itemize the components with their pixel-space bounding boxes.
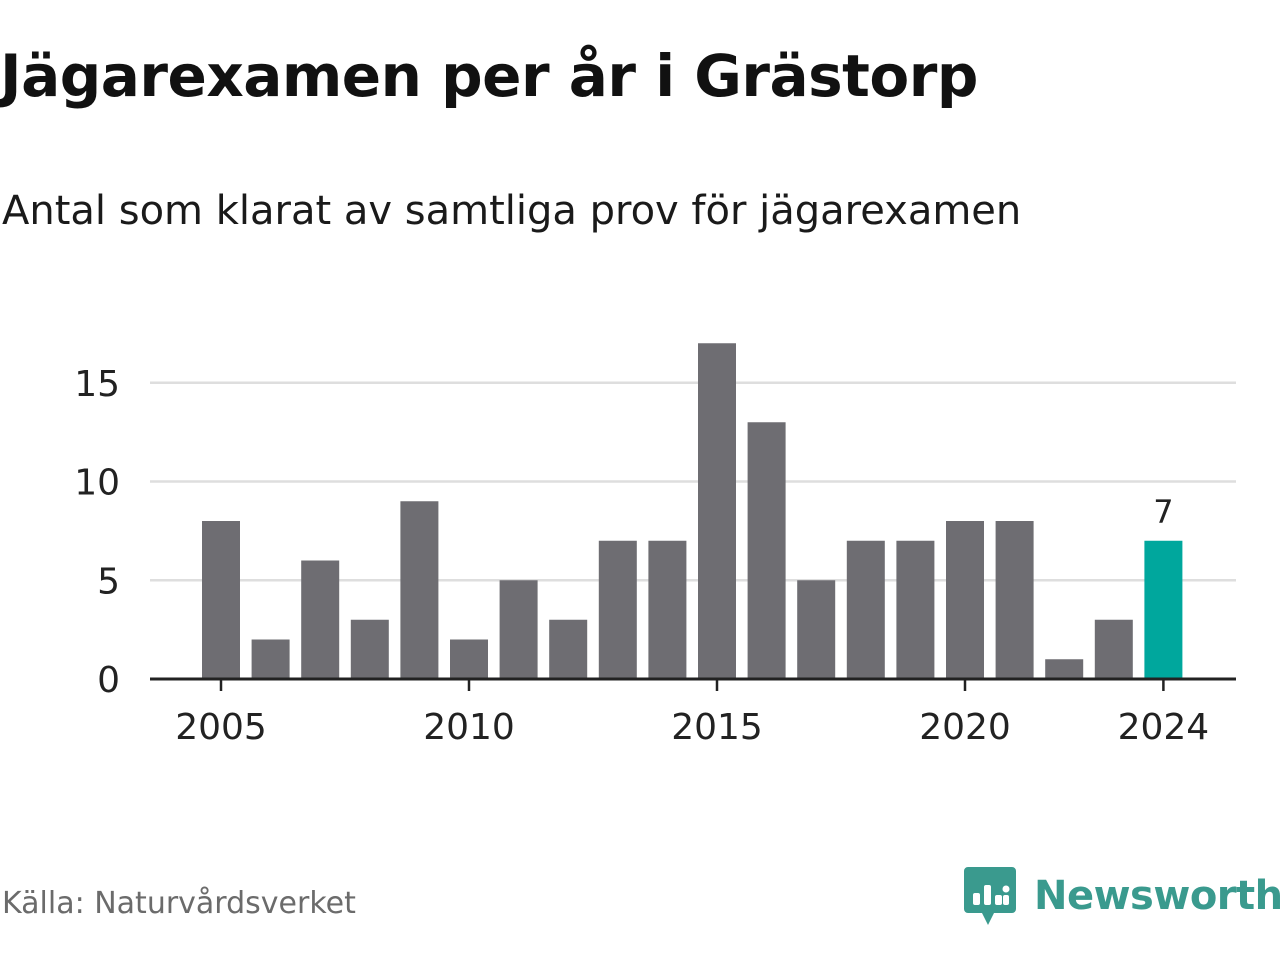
x-tick-label: 2005 <box>175 707 267 748</box>
y-tick-label: 0 <box>97 660 120 701</box>
bar <box>499 580 538 679</box>
bar <box>549 619 588 679</box>
bar <box>846 540 885 679</box>
bar <box>301 560 340 679</box>
y-tick-label: 15 <box>74 364 120 405</box>
data-label: 7 <box>1153 493 1173 531</box>
x-tick-label: 2010 <box>423 707 515 748</box>
bar <box>350 619 389 679</box>
chart-title: Jägarexamen per år i Grästorp <box>0 42 978 110</box>
x-tick-label: 2020 <box>919 707 1011 748</box>
bar <box>797 580 836 679</box>
bar <box>995 521 1034 679</box>
bar-chart: 0 5 10 15 7 2005 2010 2015 2020 2024 <box>74 343 1236 748</box>
bar <box>1045 659 1084 679</box>
chart-subtitle: Antal som klarat av samtliga prov för jä… <box>2 188 1022 234</box>
bar-highlight <box>1144 540 1183 679</box>
bar <box>450 639 488 679</box>
brand-logo: Newsworthy <box>964 864 1280 928</box>
bar <box>400 501 439 679</box>
bar <box>598 540 637 679</box>
brand-name: Newsworthy <box>1034 873 1280 919</box>
bar <box>648 540 687 679</box>
bar <box>251 639 290 679</box>
bar <box>1094 619 1133 679</box>
x-tick-label: 2024 <box>1118 707 1210 748</box>
newsworthy-logo-icon <box>964 867 1016 925</box>
bar <box>202 521 240 679</box>
bar <box>747 422 786 679</box>
y-tick-label: 10 <box>74 463 120 504</box>
bar <box>698 343 736 679</box>
x-tick-label: 2015 <box>671 707 763 748</box>
source-note: Källa: Naturvårdsverket <box>2 886 356 921</box>
bar <box>896 540 935 679</box>
y-tick-label: 5 <box>97 561 120 602</box>
bar <box>946 521 984 679</box>
